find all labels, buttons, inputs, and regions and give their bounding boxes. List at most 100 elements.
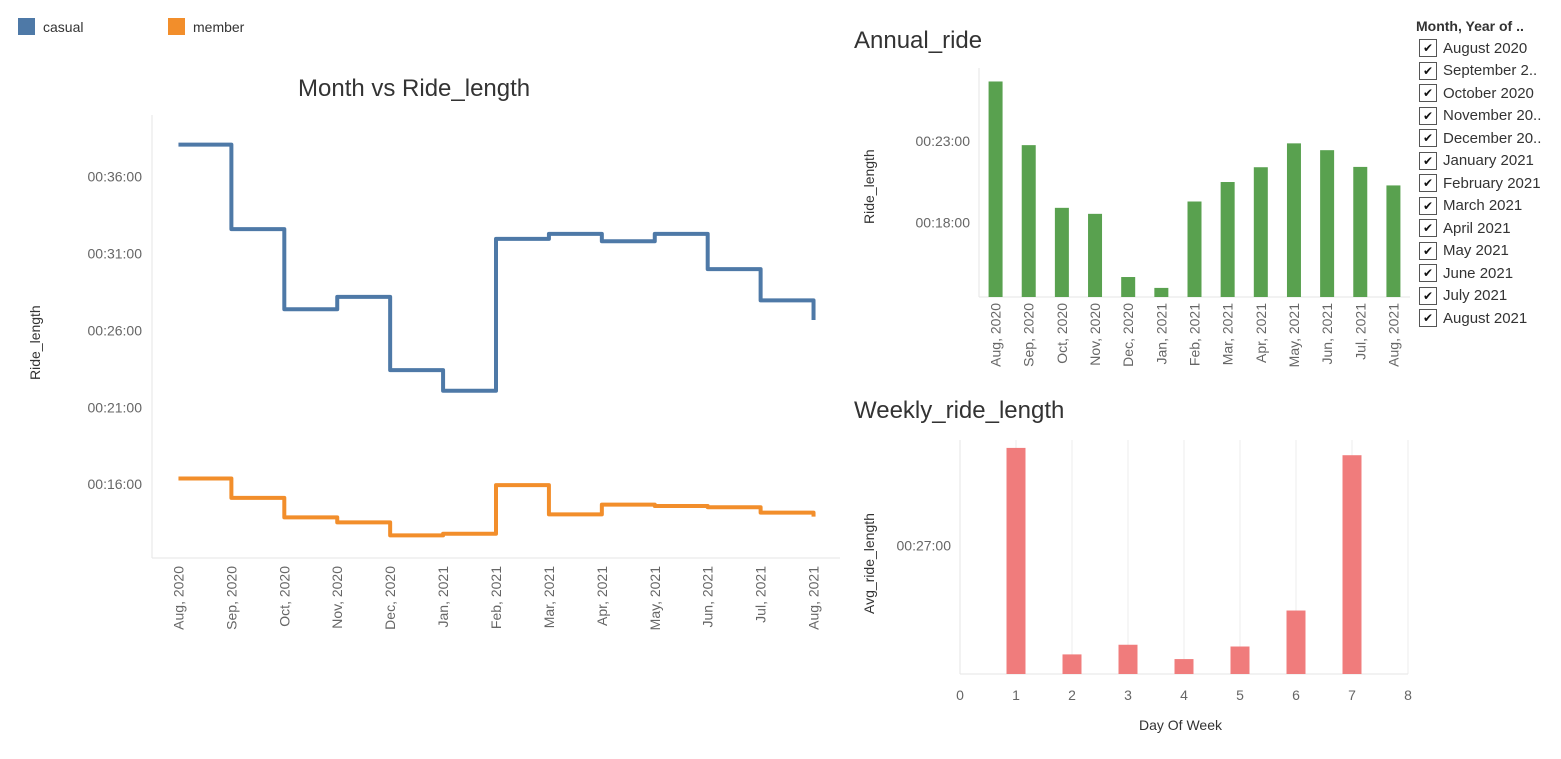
filter-option-label: November 20.. <box>1443 107 1542 125</box>
x-tick-label: 3 <box>1124 687 1132 703</box>
filter-list: ✔ August 2020 ✔ September 2.. ✔ October 2020 ✔… <box>1416 37 1561 330</box>
series-line-member <box>178 476 816 538</box>
filter-checkbox[interactable]: ✔ <box>1419 61 1437 80</box>
line-chart-month-vs-ride-length[interactable]: 00:16:00 00:21:00 00:26:00 00:31:00 00:36:00… <box>88 115 841 630</box>
filter-option[interactable]: ✔ September 2.. <box>1416 60 1561 83</box>
bar-chart-annual-ride[interactable]: 00:18:00 00:23:00 Aug, 2020 Sep, 2020 Oct, 2… <box>916 68 1411 367</box>
x-tick-label: Jul, 2021 <box>753 566 769 623</box>
x-tick-label: Dec, 2020 <box>382 566 398 630</box>
month-year-filter: Month, Year of .. ✔ August 2020 ✔ September… <box>1416 18 1561 330</box>
bar-jan-2021 <box>1154 287 1169 297</box>
bar-day-6 <box>1286 610 1306 674</box>
filter-option-label: August 2021 <box>1443 309 1528 327</box>
x-tick-label: Aug, 2020 <box>170 566 186 630</box>
filter-option[interactable]: ✔ November 20.. <box>1416 105 1561 128</box>
legend-item-casual[interactable]: casual <box>18 18 83 35</box>
x-tick-label: Jul, 2021 <box>1352 303 1368 360</box>
filter-checkbox[interactable]: ✔ <box>1419 241 1437 260</box>
x-tick-label: May, 2021 <box>647 566 663 631</box>
chart-title-month-vs-ride-length: Month vs Ride_length <box>298 75 531 102</box>
filter-option-label: March 2021 <box>1443 197 1523 215</box>
bar-dec-2020 <box>1121 277 1136 297</box>
x-tick-label: Feb, 2021 <box>1187 303 1203 366</box>
filter-option-label: June 2021 <box>1443 264 1514 282</box>
bar-oct-2020 <box>1054 207 1069 297</box>
filter-option[interactable]: ✔ December 20.. <box>1416 127 1561 150</box>
y-tick-label: 00:36:00 <box>88 169 143 185</box>
bar-day-4 <box>1174 659 1194 674</box>
filter-option[interactable]: ✔ August 2020 <box>1416 37 1561 60</box>
legend-label-casual: casual <box>43 18 84 35</box>
bar-day-7 <box>1342 455 1362 674</box>
filter-option[interactable]: ✔ January 2021 <box>1416 150 1561 173</box>
x-tick-label: Sep, 2020 <box>223 566 239 630</box>
filter-option-label: September 2.. <box>1443 62 1538 80</box>
filter-option[interactable]: ✔ May 2021 <box>1416 240 1561 263</box>
x-tick-label: 1 <box>1012 687 1020 703</box>
filter-option[interactable]: ✔ August 2021 <box>1416 307 1561 330</box>
filter-option[interactable]: ✔ February 2021 <box>1416 172 1561 195</box>
filter-checkbox[interactable]: ✔ <box>1419 106 1437 125</box>
filter-checkbox[interactable]: ✔ <box>1419 196 1437 215</box>
legend-swatch-casual <box>18 18 35 35</box>
x-tick-label: Apr, 2021 <box>1253 303 1269 363</box>
filter-option[interactable]: ✔ April 2021 <box>1416 217 1561 240</box>
x-tick-label: Aug, 2021 <box>1385 303 1401 367</box>
x-tick-label: Aug, 2021 <box>806 566 822 630</box>
legend-item-member[interactable]: member <box>168 18 244 35</box>
bar-chart-weekly-ride-length[interactable]: 00:27:00 0 1 2 3 4 5 6 7 8 <box>897 440 1413 703</box>
filter-checkbox[interactable]: ✔ <box>1419 129 1437 148</box>
x-tick-label: 2 <box>1068 687 1076 703</box>
series-line-casual <box>178 142 816 393</box>
x-tick-label: 6 <box>1292 687 1300 703</box>
filter-option-label: February 2021 <box>1443 174 1541 192</box>
filter-checkbox[interactable]: ✔ <box>1419 174 1437 193</box>
filter-checkbox[interactable]: ✔ <box>1419 39 1437 58</box>
x-tick-label: Apr, 2021 <box>594 566 610 626</box>
x-tick-label: Aug, 2020 <box>988 303 1004 367</box>
filter-checkbox[interactable]: ✔ <box>1419 84 1437 103</box>
x-tick-label: Mar, 2021 <box>1220 303 1236 365</box>
filter-option[interactable]: ✔ October 2020 <box>1416 82 1561 105</box>
bar-may-2021 <box>1286 143 1301 297</box>
x-axis-title-weekly-ride-length: Day Of Week <box>1139 717 1222 733</box>
x-tick-label: 5 <box>1236 687 1244 703</box>
x-tick-label: Jan, 2021 <box>435 566 451 628</box>
filter-checkbox[interactable]: ✔ <box>1419 264 1437 283</box>
y-tick-label: 00:18:00 <box>916 214 971 230</box>
bar-nov-2020 <box>1088 213 1103 297</box>
filter-option-label: October 2020 <box>1443 84 1534 102</box>
x-tick-label: Oct, 2020 <box>276 566 292 627</box>
filter-option-label: December 20.. <box>1443 129 1542 147</box>
bar-sep-2020 <box>1021 145 1036 297</box>
x-tick-label: May, 2021 <box>1286 303 1302 368</box>
x-tick-label: 4 <box>1180 687 1188 703</box>
filter-checkbox[interactable]: ✔ <box>1419 151 1437 170</box>
bar-aug-2020 <box>988 81 1003 298</box>
x-tick-label: Jan, 2021 <box>1153 303 1169 365</box>
bar-jul-2021 <box>1353 166 1368 297</box>
bar-feb-2021 <box>1187 201 1202 297</box>
x-tick-label: Jun, 2021 <box>1319 303 1335 365</box>
x-tick-label: 8 <box>1404 687 1412 703</box>
x-tick-label: 7 <box>1348 687 1356 703</box>
bar-day-2 <box>1062 654 1082 674</box>
bar-apr-2021 <box>1253 167 1268 297</box>
bar-day-5 <box>1230 646 1250 674</box>
legend-swatch-member <box>168 18 185 35</box>
x-tick-label: Feb, 2021 <box>488 566 504 629</box>
filter-checkbox[interactable]: ✔ <box>1419 286 1437 305</box>
y-tick-label: 00:27:00 <box>897 537 952 553</box>
filter-option[interactable]: ✔ March 2021 <box>1416 195 1561 218</box>
filter-option[interactable]: ✔ July 2021 <box>1416 285 1561 308</box>
y-tick-label: 00:26:00 <box>88 322 143 338</box>
filter-option[interactable]: ✔ June 2021 <box>1416 262 1561 285</box>
y-tick-label: 00:21:00 <box>88 399 143 415</box>
chart-title-weekly-ride-length: Weekly_ride_length <box>854 397 1065 424</box>
filter-option-label: April 2021 <box>1443 219 1511 237</box>
filter-checkbox[interactable]: ✔ <box>1419 309 1437 328</box>
filter-checkbox[interactable]: ✔ <box>1419 219 1437 238</box>
x-tick-label: Sep, 2020 <box>1021 303 1037 367</box>
y-tick-label: 00:23:00 <box>916 133 971 149</box>
